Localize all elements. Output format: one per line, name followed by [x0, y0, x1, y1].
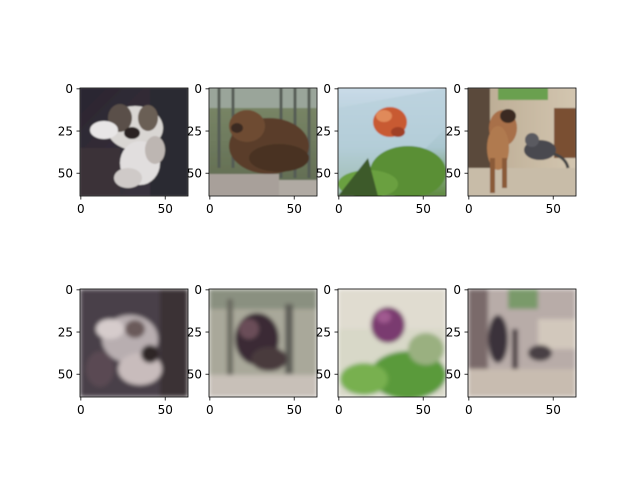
- ytick-label-p8-50: 50: [446, 368, 461, 382]
- image-panel-3: [337, 87, 447, 197]
- ytick-label-p8-25: 25: [446, 325, 461, 339]
- xtick-label-p1-50: 50: [158, 202, 173, 216]
- ytick-label-p4-0: 0: [453, 82, 461, 96]
- xtick-label-p5-0: 0: [77, 403, 85, 417]
- image-panel-7: [337, 288, 447, 398]
- ytick-label-p3-50: 50: [316, 167, 331, 181]
- image-panel-5: [79, 288, 189, 398]
- xtick-label-p2-0: 0: [206, 202, 214, 216]
- ytick-label-p6-0: 0: [194, 283, 202, 297]
- xtick-label-p2-50: 50: [287, 202, 302, 216]
- ytick-label-p5-50: 50: [58, 368, 73, 382]
- xtick-label-p4-0: 0: [465, 202, 473, 216]
- xtick-label-p1-0: 0: [77, 202, 85, 216]
- ytick-label-p1-50: 50: [58, 167, 73, 181]
- xtick-label-p8-50: 50: [546, 403, 561, 417]
- xtick-label-p8-0: 0: [465, 403, 473, 417]
- ytick-label-p1-0: 0: [65, 82, 73, 96]
- ytick-label-p4-50: 50: [446, 167, 461, 181]
- image-panel-1: [79, 87, 189, 197]
- ytick-label-p8-0: 0: [453, 283, 461, 297]
- xtick-label-p3-0: 0: [335, 202, 343, 216]
- axis-ticks: 0 50 0 25 50 0 50 0 25 50 0 50 0 25 50 0 50 0 25 50 0 50 0 25 50…: [58, 82, 561, 417]
- image-panel-8: [467, 288, 577, 398]
- ytick-label-p3-0: 0: [323, 82, 331, 96]
- ytick-label-p7-0: 0: [323, 283, 331, 297]
- image-panel-6: [208, 288, 318, 398]
- ytick-label-p3-25: 25: [316, 124, 331, 138]
- ytick-label-p7-25: 25: [316, 325, 331, 339]
- xtick-label-p5-50: 50: [158, 403, 173, 417]
- ytick-label-p6-25: 25: [187, 325, 202, 339]
- ytick-label-p4-25: 25: [446, 124, 461, 138]
- xtick-label-p6-50: 50: [287, 403, 302, 417]
- xtick-label-p7-0: 0: [335, 403, 343, 417]
- ytick-label-p2-0: 0: [194, 82, 202, 96]
- ytick-label-p5-0: 0: [65, 283, 73, 297]
- ytick-label-p7-50: 50: [316, 368, 331, 382]
- image-panel-4: [467, 87, 577, 197]
- ytick-label-p5-25: 25: [58, 325, 73, 339]
- ytick-label-p2-25: 25: [187, 124, 202, 138]
- xtick-label-p7-50: 50: [416, 403, 431, 417]
- xtick-label-p4-50: 50: [546, 202, 561, 216]
- ytick-label-p6-50: 50: [187, 368, 202, 382]
- xtick-label-p3-50: 50: [416, 202, 431, 216]
- image-panel-2: [208, 87, 318, 197]
- ytick-label-p1-25: 25: [58, 124, 73, 138]
- ytick-label-p2-50: 50: [187, 167, 202, 181]
- xtick-label-p6-0: 0: [206, 403, 214, 417]
